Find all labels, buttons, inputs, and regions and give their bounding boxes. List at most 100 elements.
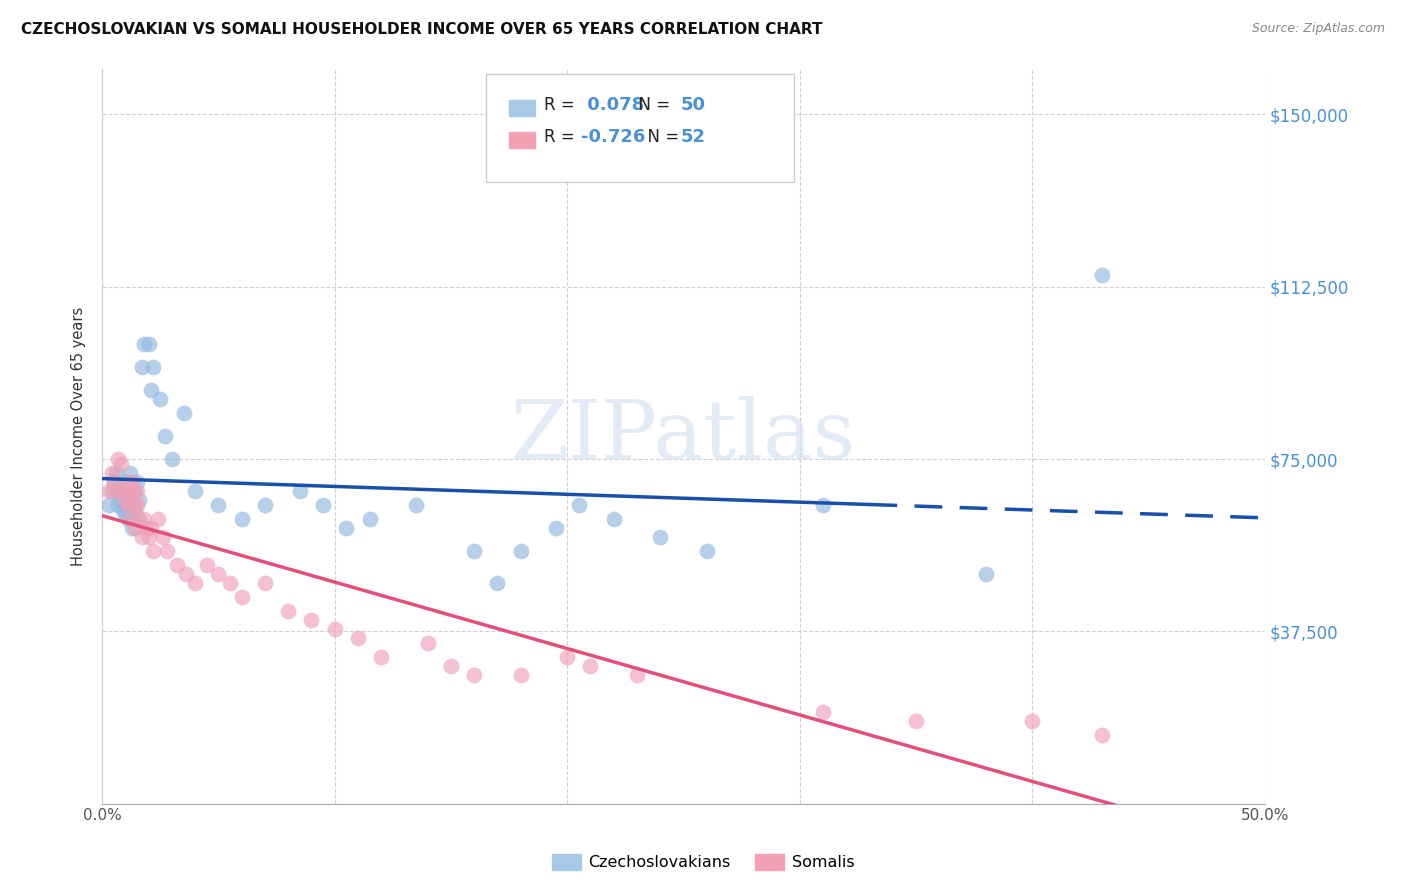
Point [131,360,153,375]
Point [184,484,207,499]
Point [974,566,997,581]
FancyBboxPatch shape [509,132,534,148]
Point [486,576,509,591]
Y-axis label: Householder Income Over 65 years: Householder Income Over 65 years [72,307,86,566]
Point [107,452,129,467]
Point [207,566,229,581]
Point [121,475,143,489]
Point [811,498,834,512]
Point [103,475,125,489]
Point [359,512,381,526]
Point [904,714,927,728]
Text: R =: R = [544,128,579,146]
Point [277,604,299,618]
Point [105,466,128,480]
Point [103,475,125,489]
Point [128,512,150,526]
Point [1021,714,1043,728]
Point [288,484,311,499]
Point [219,576,242,591]
Point [312,498,335,512]
Point [568,498,591,512]
Point [195,558,218,572]
Point [174,566,197,581]
Point [110,457,132,471]
Point [253,498,276,512]
Point [139,383,162,397]
Point [121,484,143,499]
Point [112,502,135,516]
Point [696,544,718,558]
Point [125,484,148,499]
Point [100,466,122,480]
Point [114,475,136,489]
Point [347,631,370,645]
Point [128,493,150,508]
Point [160,452,183,467]
Point [120,466,142,480]
Point [370,649,392,664]
Text: ZIPatlas: ZIPatlas [510,396,856,476]
Point [626,668,648,682]
Text: N =: N = [627,96,675,114]
Point [117,475,139,489]
Point [463,544,485,558]
Point [166,558,188,572]
Point [120,484,142,499]
Point [405,498,427,512]
Point [124,502,146,516]
Point [146,512,169,526]
Point [231,512,253,526]
Point [100,484,122,499]
Point [107,484,129,499]
Text: R =: R = [544,96,579,114]
Point [440,658,463,673]
Point [132,337,155,351]
FancyBboxPatch shape [486,74,794,183]
Point [173,406,195,420]
Legend: Czechoslovakians, Somalis: Czechoslovakians, Somalis [546,847,860,877]
Point [139,521,162,535]
Point [117,493,139,508]
Point [602,512,624,526]
Point [1091,728,1114,742]
Point [117,498,139,512]
Text: 0.078: 0.078 [581,96,644,114]
Point [1091,268,1114,283]
Point [120,484,142,499]
Point [253,576,276,591]
Point [555,649,578,664]
Point [463,668,485,682]
Point [117,512,139,526]
Point [121,521,143,535]
Point [323,622,346,636]
Point [98,498,121,512]
Text: 52: 52 [681,128,706,146]
Point [650,530,672,544]
Point [149,392,172,407]
Point [416,636,439,650]
Point [105,484,128,499]
Point [98,484,121,499]
Point [301,613,323,627]
Point [125,512,148,526]
Point [110,493,132,508]
Point [112,484,135,499]
Point [544,521,567,535]
Text: N =: N = [637,128,685,146]
Point [509,544,531,558]
FancyBboxPatch shape [509,100,534,116]
Point [121,498,143,512]
Point [142,544,165,558]
Point [124,521,146,535]
Point [135,521,157,535]
Point [107,498,129,512]
Point [125,498,148,512]
Point [124,498,146,512]
Text: CZECHOSLOVAKIAN VS SOMALI HOUSEHOLDER INCOME OVER 65 YEARS CORRELATION CHART: CZECHOSLOVAKIAN VS SOMALI HOUSEHOLDER IN… [21,22,823,37]
Point [156,544,179,558]
Point [509,668,531,682]
Point [138,337,160,351]
Point [152,530,174,544]
Point [811,705,834,719]
